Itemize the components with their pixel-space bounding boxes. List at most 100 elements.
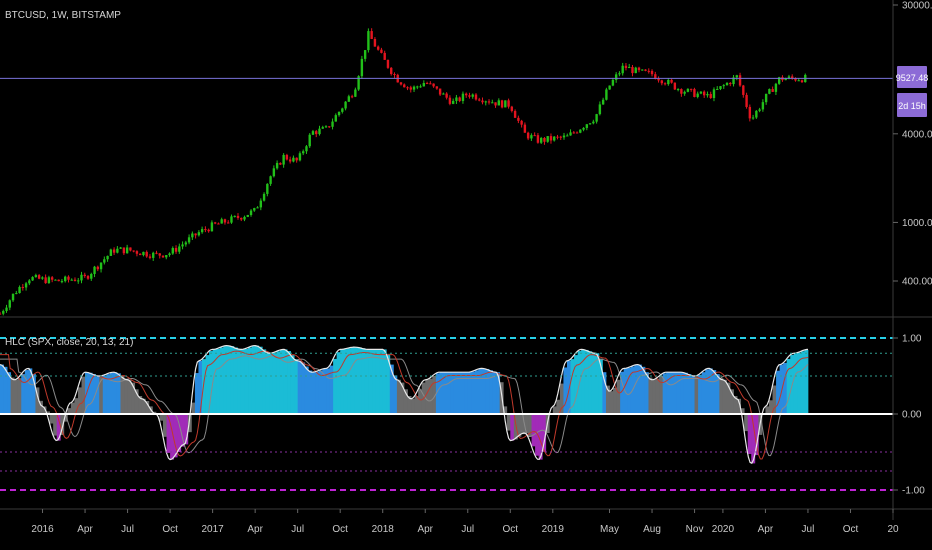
osc-column [205, 355, 210, 414]
candle-body [399, 82, 403, 85]
osc-column [552, 406, 557, 414]
osc-column [680, 372, 685, 414]
osc-column [187, 414, 192, 433]
candle-body [481, 100, 484, 103]
osc-column [219, 347, 224, 414]
candle-body [269, 176, 272, 184]
indicator-title: HLC (SPX, close, 20, 13, 21) [5, 337, 133, 348]
osc-column [60, 414, 65, 436]
osc-column [230, 346, 235, 414]
candle-body [187, 237, 191, 243]
candle-body [360, 58, 364, 77]
candle-body [324, 126, 328, 128]
osc-column [531, 414, 536, 447]
osc-signal-line-fast [0, 350, 809, 460]
candle-body [390, 67, 393, 74]
osc-column [0, 364, 4, 414]
candle-body [406, 87, 409, 89]
osc-column [581, 349, 586, 414]
candle-body [491, 102, 494, 104]
candle-body [771, 89, 774, 92]
candle-body [579, 129, 582, 133]
candle-body [667, 79, 670, 85]
candle-body [507, 100, 510, 107]
osc-column [77, 387, 82, 414]
candle-body [99, 262, 103, 270]
osc-column [294, 359, 299, 414]
osc-column [432, 376, 437, 414]
candle-body [709, 94, 712, 99]
osc-column [102, 375, 107, 414]
candle-body [393, 73, 396, 75]
osc-column [744, 414, 749, 432]
osc-column [70, 402, 75, 414]
candle-body [2, 310, 5, 314]
osc-column [605, 385, 610, 414]
candle-body [601, 99, 605, 105]
osc-column [198, 360, 203, 414]
candle-body [559, 136, 562, 138]
candle-body [422, 83, 426, 87]
candle-body [64, 276, 67, 282]
time-axis-label: Apr [77, 524, 93, 535]
osc-column [287, 351, 291, 414]
osc-column [184, 414, 189, 445]
candle-body [458, 97, 461, 101]
candle-body [217, 223, 220, 225]
candle-body [230, 216, 233, 223]
candle-body [155, 252, 158, 254]
candle-body [468, 95, 471, 97]
candle-body [611, 79, 615, 86]
osc-column [747, 414, 752, 454]
osc-column [595, 353, 600, 414]
osc-axis-label: 1.00 [902, 334, 922, 345]
osc-column [31, 373, 36, 414]
osc-column [311, 372, 316, 414]
osc-column [116, 373, 121, 414]
osc-column [598, 358, 603, 414]
candle-body [416, 86, 419, 88]
candle-body [654, 74, 657, 79]
candle-body [112, 249, 116, 253]
candle-body [315, 131, 318, 135]
candle-body [471, 94, 474, 97]
candle-body [135, 251, 139, 254]
candle-body [96, 266, 100, 270]
candle-body [575, 132, 579, 134]
osc-column [652, 379, 656, 414]
candle-body [706, 94, 709, 96]
candle-body [761, 102, 765, 110]
price-badge [897, 66, 927, 88]
osc-column [159, 414, 164, 421]
candle-body [553, 136, 556, 141]
osc-column [442, 372, 447, 414]
osc-column [648, 377, 653, 414]
time-axis-label: 2016 [31, 524, 54, 535]
price-pane[interactable] [0, 28, 893, 316]
osc-column [357, 347, 362, 414]
candle-body [628, 67, 631, 69]
osc-column [372, 349, 377, 414]
candle-body [367, 31, 370, 51]
osc-column [386, 353, 391, 414]
osc-column [212, 349, 217, 414]
osc-column [56, 414, 61, 441]
candle-body [549, 136, 553, 141]
osc-column [396, 379, 401, 414]
candle-body [318, 128, 321, 135]
candle-body [145, 251, 148, 257]
candle-body [419, 86, 422, 88]
candle-body [373, 39, 377, 47]
candle-body [676, 89, 680, 91]
osc-column [35, 387, 40, 414]
candle-body [70, 279, 73, 281]
candle-body [425, 83, 429, 85]
candle-body [194, 233, 197, 236]
osc-column [382, 349, 387, 414]
candle-body [409, 87, 412, 90]
osc-column [800, 351, 805, 414]
oscillator-pane[interactable] [0, 337, 893, 491]
osc-column [765, 406, 770, 414]
osc-column [485, 368, 490, 414]
